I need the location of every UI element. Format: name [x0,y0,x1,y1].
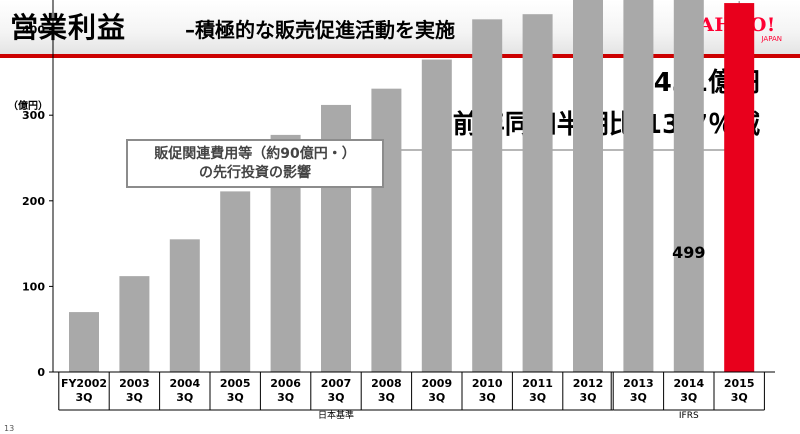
x-tick-label: 2004 [169,377,200,390]
bar [119,276,150,372]
x-tick-label: 2007 [321,377,352,390]
x-tick-label: 3Q [378,391,395,404]
x-tick-label: 2009 [421,377,452,390]
bar [220,191,251,372]
y-tick-label: 0 [37,366,45,379]
bar [69,312,99,372]
slide-title: 営業利益 [10,11,127,44]
x-tick-label: 2011 [522,377,553,390]
callout-line-1: 販促関連費用等（約90億円・） [154,146,356,162]
bar [421,59,452,373]
x-tick-label: 2008 [371,377,402,390]
x-tick-label: FY2002 [61,377,107,390]
x-tick-label: 3Q [680,391,697,404]
x-tick-label: 2013 [623,377,654,390]
y-tick-label: 100 [22,280,45,293]
x-tick-label: 3Q [327,391,344,404]
y-axis-unit: （億円） [8,101,48,112]
x-tick-label: 3Q [529,391,546,404]
x-tick-label: 2006 [270,377,301,390]
logo-subtext: JAPAN [761,35,782,43]
callout-line-2: の先行投資の影響 [199,165,311,181]
x-tick-label: 2005 [220,377,251,390]
x-tick-label: 3Q [579,391,596,404]
group-label: IFRS [679,411,699,421]
x-tick-label: 2003 [119,377,150,390]
bar [573,0,603,373]
x-tick-label: 3Q [176,391,193,404]
x-tick-label: 3Q [227,391,244,404]
slide-header: 営業利益 –積極的な販売促進活動を実施 YAHOO! JAPAN [0,0,800,54]
x-tick-label: 3Q [428,391,445,404]
group-label: 日本基準 [318,409,354,421]
slide-subtitle: –積極的な販売促進活動を実施 [185,18,455,42]
header-divider [0,54,800,58]
x-tick-label: 2012 [573,377,604,390]
x-tick-label: 3Q [75,391,92,404]
x-tick-label: 3Q [479,391,496,404]
bar [169,239,200,372]
x-tick-label: 2014 [673,377,704,390]
bar [472,19,503,372]
y-tick-label: 200 [22,195,45,208]
data-label: 499 [672,243,705,262]
bar [673,0,704,373]
headline-change: 前年同四半期比 13.7％減 [452,110,760,140]
bar [623,0,654,372]
y-tick-label: 300 [22,109,45,122]
x-tick-label: 3Q [277,391,294,404]
page-number: 13 [4,424,15,433]
x-tick-label: 2015 [724,377,755,390]
x-tick-label: 3Q [126,391,143,404]
bar [724,3,755,373]
x-tick-label: 3Q [630,391,647,404]
y-tick-label: 400 [22,24,45,37]
callout-box: 販促関連費用等（約90億円・） の先行投資の影響 [126,139,384,188]
bar [371,88,402,372]
x-tick-label: 3Q [731,391,748,404]
bar [522,14,553,373]
x-tick-label: 2010 [472,377,503,390]
